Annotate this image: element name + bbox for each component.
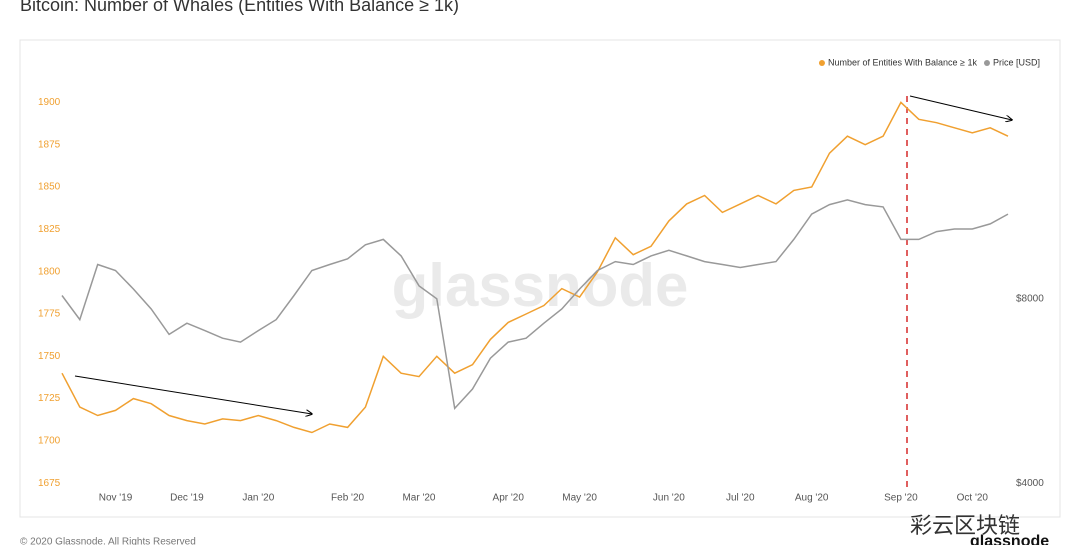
y-tick-label: 1800 (38, 266, 61, 277)
y-tick-label: 1775 (38, 309, 61, 320)
x-tick-label: Jul '20 (726, 493, 755, 504)
arrow (74, 375, 312, 414)
x-tick-label: Aug '20 (795, 493, 829, 504)
x-tick-label: Oct '20 (957, 493, 989, 504)
x-tick-label: Jun '20 (653, 493, 685, 504)
x-tick-label: Jan '20 (242, 493, 274, 504)
legend-swatch (818, 60, 825, 66)
x-tick-label: Apr '20 (493, 493, 525, 504)
x-tick-label: May '20 (562, 493, 597, 504)
y-tick-label: 1700 (38, 436, 61, 447)
x-tick-label: Mar '20 (402, 493, 435, 504)
y-tick-label: 1750 (38, 351, 61, 362)
overlay-text: 彩云区块链 (910, 513, 1020, 538)
legend-swatch (983, 60, 990, 66)
x-tick-label: Sep '20 (884, 493, 918, 504)
legend-label: Number of Entities With Balance ≥ 1k (828, 57, 978, 67)
chart-title: Bitcoin: Number of Whales (Entities With… (20, 0, 459, 15)
series-line (61, 199, 1009, 411)
watermark: glassnode (392, 252, 689, 319)
x-tick-label: Nov '19 (99, 493, 133, 504)
x-tick-label: Feb '20 (331, 493, 364, 504)
brand: glassnode (970, 533, 1049, 545)
x-tick-label: Dec '19 (170, 493, 204, 504)
footer: © 2020 Glassnode. All Rights Reserved (20, 537, 196, 545)
arrow (909, 95, 1012, 120)
y-tick-label: 1725 (38, 393, 61, 404)
y-tick-label: 1900 (38, 97, 61, 108)
y2-tick-label: $4000 (1016, 478, 1044, 489)
y-tick-label: 1850 (38, 182, 61, 193)
y-tick-label: 1825 (38, 224, 61, 235)
legend-label: Price [USD] (993, 57, 1040, 67)
y-tick-label: 1875 (38, 139, 61, 150)
y2-tick-label: $8000 (1016, 293, 1044, 304)
series-line (61, 101, 1009, 434)
chart-frame (19, 39, 1061, 518)
y-tick-label: 1675 (38, 478, 61, 489)
